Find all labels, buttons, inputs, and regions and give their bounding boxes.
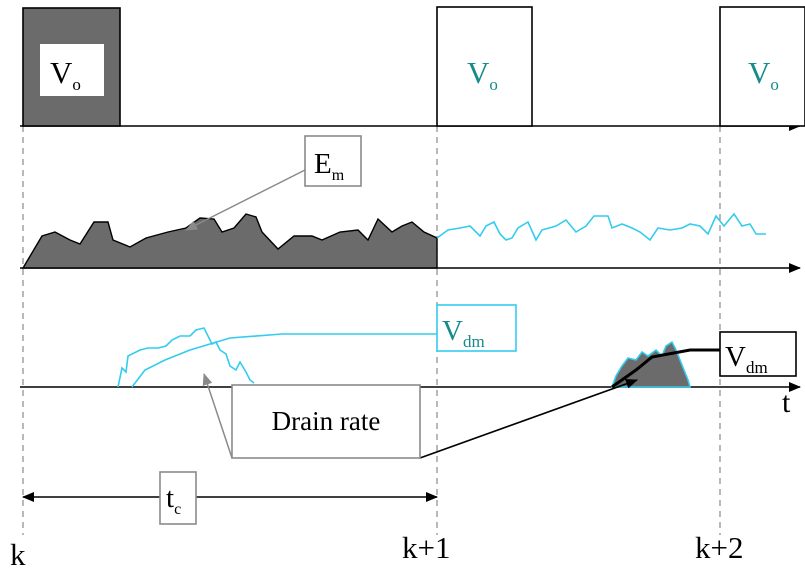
- vdm-black-main: V: [725, 341, 746, 373]
- drain-cyan-region: [117, 327, 437, 388]
- pulse-2-subscript: o: [489, 75, 498, 94]
- tick-k1: k+1: [402, 530, 450, 565]
- svg-text:Vo: Vo: [50, 55, 81, 94]
- drain-rate-black-line: [611, 348, 720, 389]
- energy-cyan-wave: [436, 212, 766, 242]
- vdm-black-label: Vdm: [719, 331, 797, 377]
- svg-text:Vdm: Vdm: [442, 315, 485, 351]
- tick-k2: k+2: [695, 530, 743, 565]
- pulse-2-symbol: V: [467, 55, 490, 90]
- vdm-cyan-sub: dm: [463, 332, 485, 351]
- svg-text:Em: Em: [314, 148, 345, 184]
- energy-label-main: E: [314, 148, 332, 180]
- svg-text:Vdm: Vdm: [725, 341, 768, 377]
- tc-main: t: [166, 482, 174, 514]
- vdm-cyan-main: V: [442, 315, 463, 347]
- energy-label-sub: m: [332, 167, 345, 184]
- svg-text:Vo: Vo: [748, 55, 779, 94]
- drain-rate-text: Drain rate: [272, 406, 381, 436]
- vdm-cyan-label: Vdm: [436, 304, 517, 352]
- vdm-black-sub: dm: [746, 358, 768, 377]
- tc-label: tc: [159, 471, 197, 525]
- time-axis-label: t: [782, 386, 791, 419]
- svg-text:tc: tc: [166, 482, 181, 518]
- pulse-1: Vo: [22, 7, 121, 127]
- tc-sub: c: [174, 501, 181, 518]
- vertical-guides: [22, 126, 721, 535]
- pulse-1-symbol: V: [50, 55, 73, 90]
- drain-rate-pointer-gray: [202, 373, 233, 459]
- pulse-1-subscript: o: [72, 75, 81, 94]
- energy-label: Em: [304, 135, 362, 187]
- drain-rate-pointer-black: [419, 379, 638, 459]
- svg-text:Vo: Vo: [467, 55, 498, 94]
- pulse-3-symbol: V: [748, 55, 771, 90]
- pulse-3: Vo: [719, 6, 805, 127]
- pulse-3-subscript: o: [770, 75, 779, 94]
- pulse-2: Vo: [436, 6, 533, 127]
- energy-fill-wave: [21, 213, 438, 269]
- drain-rate-label: Drain rate: [231, 384, 421, 459]
- tick-k: k: [10, 537, 26, 572]
- energy-pointer-arrow: [185, 169, 306, 231]
